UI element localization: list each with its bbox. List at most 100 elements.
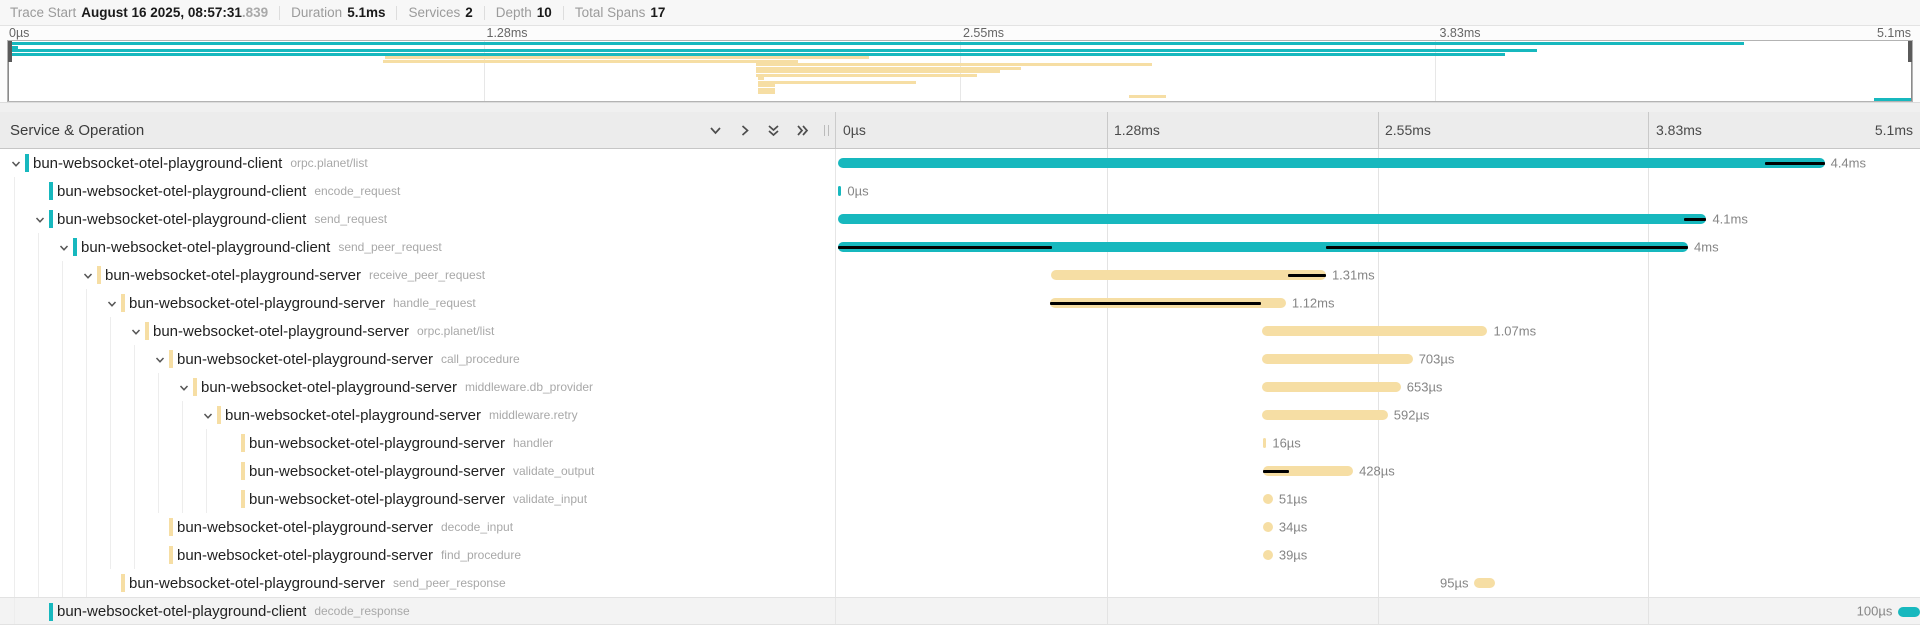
table-row[interactable]: bun-websocket-otel-playground-server midd… xyxy=(0,401,1920,429)
minimap-scrubber-right[interactable] xyxy=(1908,41,1912,101)
chevron-down-icon[interactable] xyxy=(154,353,166,371)
table-row[interactable]: bun-websocket-otel-playground-server hand… xyxy=(0,429,1920,457)
table-row[interactable]: bun-websocket-otel-playground-client enco… xyxy=(0,177,1920,205)
span-timeline-cell[interactable]: 34µs xyxy=(836,513,1920,541)
span-timeline-cell[interactable]: 4ms xyxy=(836,233,1920,261)
span-labels: bun-websocket-otel-playground-server call… xyxy=(177,345,520,373)
chevron-down-icon[interactable] xyxy=(58,241,70,259)
span-timeline-cell[interactable]: 1.07ms xyxy=(836,317,1920,345)
table-row[interactable]: bun-websocket-otel-playground-server find… xyxy=(0,541,1920,569)
span-timeline-cell[interactable]: 592µs xyxy=(836,401,1920,429)
span-bar[interactable] xyxy=(838,242,1688,252)
span-timeline-cell[interactable]: 51µs xyxy=(836,485,1920,513)
tree-guide-line xyxy=(110,317,111,345)
span-bar[interactable] xyxy=(1262,326,1488,336)
span-name-cell[interactable]: bun-websocket-otel-playground-server midd… xyxy=(0,373,836,401)
chevron-down-icon[interactable] xyxy=(106,297,118,315)
expand-all-button[interactable] xyxy=(791,119,813,141)
span-name-cell[interactable]: bun-websocket-otel-playground-server vali… xyxy=(0,485,836,513)
span-bar[interactable] xyxy=(838,186,842,196)
table-row[interactable]: bun-websocket-otel-playground-client send… xyxy=(0,233,1920,261)
span-timeline-cell[interactable]: 100µs xyxy=(836,598,1920,624)
span-name-cell[interactable]: bun-websocket-otel-playground-server deco… xyxy=(0,513,836,541)
tree-guide-line xyxy=(62,541,63,569)
span-timeline-cell[interactable]: 4.4ms xyxy=(836,149,1920,177)
span-name-cell[interactable]: bun-websocket-otel-playground-client send… xyxy=(0,205,836,233)
span-bar[interactable] xyxy=(838,214,1707,224)
span-timeline-cell[interactable]: 39µs xyxy=(836,541,1920,569)
span-timeline-cell[interactable]: 16µs xyxy=(836,429,1920,457)
span-name-cell[interactable]: bun-websocket-otel-playground-client enco… xyxy=(0,177,836,205)
minimap-scrubber-left[interactable] xyxy=(8,41,12,101)
span-name-cell[interactable]: bun-websocket-otel-playground-server midd… xyxy=(0,401,836,429)
minimap-span-bar xyxy=(384,56,869,60)
span-name-cell[interactable]: bun-websocket-otel-playground-server call… xyxy=(0,345,836,373)
span-bar[interactable] xyxy=(1262,382,1401,392)
span-timeline-cell[interactable]: 703µs xyxy=(836,345,1920,373)
chevron-down-icon[interactable] xyxy=(82,269,94,287)
span-name-cell[interactable]: bun-websocket-otel-playground-server find… xyxy=(0,541,836,569)
chevron-down-icon[interactable] xyxy=(130,325,142,343)
span-timeline-cell[interactable]: 428µs xyxy=(836,457,1920,485)
table-row[interactable]: bun-websocket-otel-playground-server rece… xyxy=(0,261,1920,289)
span-bar[interactable] xyxy=(1050,270,1326,280)
chevron-down-icon[interactable] xyxy=(34,213,46,231)
table-row[interactable]: bun-websocket-otel-playground-server vali… xyxy=(0,457,1920,485)
span-bar[interactable] xyxy=(1263,522,1273,532)
table-row[interactable]: bun-websocket-otel-playground-server call… xyxy=(0,345,1920,373)
table-row[interactable]: bun-websocket-otel-playground-client deco… xyxy=(0,597,1920,625)
span-bar[interactable] xyxy=(1263,550,1273,560)
collapse-all-button[interactable] xyxy=(762,119,784,141)
span-name-cell[interactable]: bun-websocket-otel-playground-server vali… xyxy=(0,457,836,485)
table-row[interactable]: bun-websocket-otel-playground-client send… xyxy=(0,205,1920,233)
span-name-cell[interactable]: bun-websocket-otel-playground-server hand… xyxy=(0,429,836,457)
table-row[interactable]: bun-websocket-otel-playground-server hand… xyxy=(0,289,1920,317)
panel-resize-handle[interactable] xyxy=(824,125,829,136)
expand-one-button[interactable] xyxy=(733,119,755,141)
span-bar[interactable] xyxy=(1262,410,1388,420)
span-name-cell[interactable]: bun-websocket-otel-playground-server orpc… xyxy=(0,317,836,345)
minimap-canvas[interactable] xyxy=(7,40,1913,102)
operation-name: handle_request xyxy=(392,296,476,310)
minimap-span-bar xyxy=(11,52,1505,56)
span-name-cell[interactable]: bun-websocket-otel-playground-server hand… xyxy=(0,289,836,317)
span-timeline-cell[interactable]: 1.31ms xyxy=(836,261,1920,289)
span-name-cell[interactable]: bun-websocket-otel-playground-client deco… xyxy=(0,598,836,624)
span-timeline-cell[interactable]: 1.12ms xyxy=(836,289,1920,317)
tree-guide-line xyxy=(86,569,87,597)
span-bar[interactable] xyxy=(1263,494,1273,504)
service-name: bun-websocket-otel-playground-server xyxy=(177,518,433,536)
operation-name: call_procedure xyxy=(440,352,520,366)
table-row[interactable]: bun-websocket-otel-playground-server orpc… xyxy=(0,317,1920,345)
table-row[interactable]: bun-websocket-otel-playground-server deco… xyxy=(0,513,1920,541)
tree-guide-line xyxy=(134,373,135,401)
chevron-down-icon[interactable] xyxy=(10,157,22,175)
chevron-down-icon[interactable] xyxy=(202,409,214,427)
span-name-cell[interactable]: bun-websocket-otel-playground-client orpc… xyxy=(0,149,836,177)
span-timeline-cell[interactable]: 0µs xyxy=(836,177,1920,205)
operation-name: receive_peer_request xyxy=(368,268,486,282)
span-name-cell[interactable]: bun-websocket-otel-playground-client send… xyxy=(0,233,836,261)
span-bar[interactable] xyxy=(1263,466,1354,476)
span-bar[interactable] xyxy=(838,158,1825,168)
minimap-scrubber-left-grip[interactable] xyxy=(8,41,12,62)
span-timeline-cell[interactable]: 4.1ms xyxy=(836,205,1920,233)
table-row[interactable]: bun-websocket-otel-playground-server midd… xyxy=(0,373,1920,401)
table-row[interactable]: bun-websocket-otel-playground-server send… xyxy=(0,569,1920,597)
span-name-cell[interactable]: bun-websocket-otel-playground-server send… xyxy=(0,569,836,597)
span-bar[interactable] xyxy=(1263,438,1267,448)
service-color-chip xyxy=(241,490,245,508)
chevron-down-icon[interactable] xyxy=(178,381,190,399)
span-timeline-cell[interactable]: 95µs xyxy=(836,569,1920,597)
critical-path-segment xyxy=(1325,245,1688,249)
collapse-one-button[interactable] xyxy=(704,119,726,141)
minimap-row xyxy=(8,87,1912,92)
minimap-scrubber-right-grip[interactable] xyxy=(1908,41,1912,62)
span-bar[interactable] xyxy=(1474,578,1496,588)
span-bar[interactable] xyxy=(1262,354,1413,364)
span-bar[interactable] xyxy=(1898,607,1920,617)
table-row[interactable]: bun-websocket-otel-playground-server vali… xyxy=(0,485,1920,513)
span-timeline-cell[interactable]: 653µs xyxy=(836,373,1920,401)
span-name-cell[interactable]: bun-websocket-otel-playground-server rece… xyxy=(0,261,836,289)
table-row[interactable]: bun-websocket-otel-playground-client orpc… xyxy=(0,149,1920,177)
